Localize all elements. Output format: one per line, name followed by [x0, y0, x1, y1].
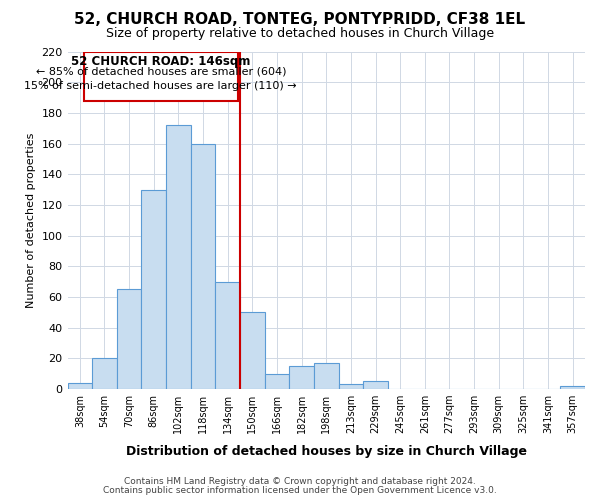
Bar	[314, 363, 338, 389]
Bar	[240, 312, 265, 389]
Text: Size of property relative to detached houses in Church Village: Size of property relative to detached ho…	[106, 28, 494, 40]
FancyBboxPatch shape	[83, 52, 238, 100]
Text: Contains public sector information licensed under the Open Government Licence v3: Contains public sector information licen…	[103, 486, 497, 495]
Text: 52, CHURCH ROAD, TONTEG, PONTYPRIDD, CF38 1EL: 52, CHURCH ROAD, TONTEG, PONTYPRIDD, CF3…	[74, 12, 526, 28]
Bar	[191, 144, 215, 389]
Bar	[166, 125, 191, 389]
Bar	[560, 386, 585, 389]
X-axis label: Distribution of detached houses by size in Church Village: Distribution of detached houses by size …	[126, 444, 527, 458]
Bar	[338, 384, 363, 389]
Bar	[68, 383, 92, 389]
Text: 52 CHURCH ROAD: 146sqm: 52 CHURCH ROAD: 146sqm	[71, 54, 250, 68]
Text: ← 85% of detached houses are smaller (604): ← 85% of detached houses are smaller (60…	[35, 67, 286, 77]
Bar	[265, 374, 289, 389]
Text: 15% of semi-detached houses are larger (110) →: 15% of semi-detached houses are larger (…	[25, 80, 297, 90]
Bar	[363, 382, 388, 389]
Bar	[142, 190, 166, 389]
Bar	[289, 366, 314, 389]
Bar	[117, 290, 142, 389]
Bar	[215, 282, 240, 389]
Y-axis label: Number of detached properties: Number of detached properties	[26, 132, 36, 308]
Text: Contains HM Land Registry data © Crown copyright and database right 2024.: Contains HM Land Registry data © Crown c…	[124, 477, 476, 486]
Bar	[92, 358, 117, 389]
